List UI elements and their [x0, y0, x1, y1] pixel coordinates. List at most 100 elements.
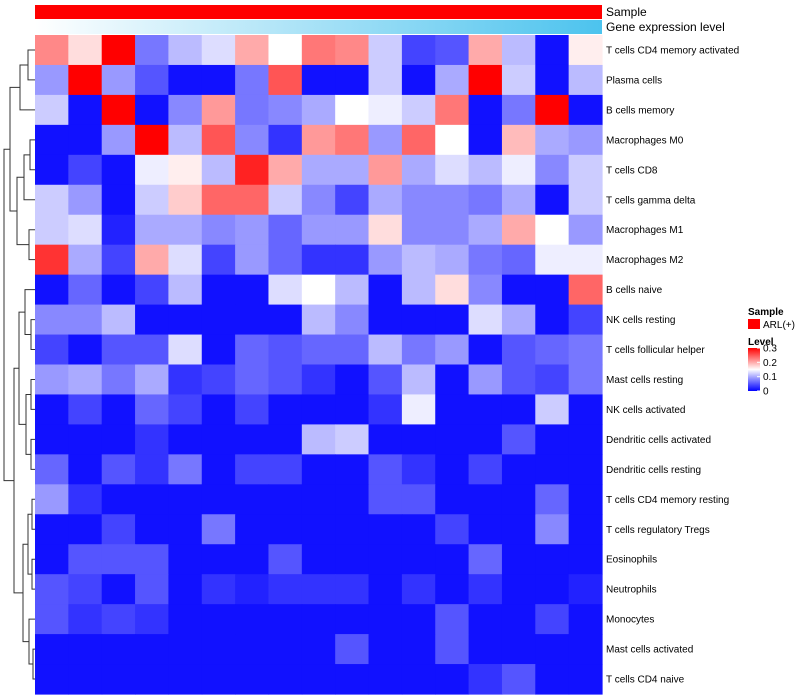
heatmap-cell [201, 634, 236, 665]
dendrogram-branch [30, 319, 35, 351]
heatmap-cell [368, 35, 403, 66]
heatmap-cell [135, 514, 170, 545]
heatmap-cell [168, 364, 203, 396]
heatmap-cell [535, 274, 570, 306]
heatmap-cell [568, 124, 603, 156]
row-label: Mast cells activated [606, 645, 693, 656]
heatmap-cell [101, 304, 136, 336]
heatmap-cell [168, 64, 203, 96]
heatmap-cell [235, 274, 270, 306]
heatmap-cell [135, 244, 170, 276]
heatmap-cell [435, 574, 470, 605]
heatmap-cell [168, 184, 203, 216]
heatmap-cell [401, 574, 436, 605]
heatmap-cell [68, 394, 103, 425]
heatmap-cell [568, 394, 603, 425]
heatmap-cell [168, 334, 203, 366]
heatmap-cell [168, 304, 203, 336]
heatmap-cell [301, 544, 336, 575]
heatmap-cell [235, 154, 270, 186]
heatmap-cell [301, 124, 336, 156]
heatmap-cell [35, 214, 69, 246]
heatmap-cell [168, 214, 203, 246]
heatmap-cell [301, 304, 336, 336]
heatmap-cell [568, 35, 603, 66]
heatmap-cell [468, 634, 503, 665]
row-label: T cells follicular helper [606, 345, 705, 356]
heatmap-cell [201, 394, 236, 425]
row-label: Neutrophils [606, 585, 657, 596]
heatmap-cell [368, 484, 403, 515]
legend-level-title: Level [748, 337, 774, 348]
heatmap-cell [468, 304, 503, 336]
dendrogram-branch [32, 648, 35, 680]
heatmap-cell [168, 124, 203, 156]
heatmap-cell [268, 664, 303, 695]
heatmap-cell [268, 364, 303, 396]
heatmap-cell [101, 424, 136, 455]
heatmap-cell [68, 604, 103, 635]
heatmap-cell [35, 64, 69, 96]
legend-level-tick-label: 0.2 [763, 358, 777, 369]
row-label: Dendritic cells activated [606, 435, 711, 446]
heatmap-cell [301, 334, 336, 366]
heatmap-cell [468, 394, 503, 425]
heatmap-cell [368, 244, 403, 276]
heatmap-cell [368, 274, 403, 306]
heatmap-cell [435, 274, 470, 306]
heatmap-cell [468, 94, 503, 126]
heatmap-cell [501, 244, 536, 276]
heatmap-cell [368, 424, 403, 455]
heatmap-cell [335, 184, 370, 216]
heatmap-cell [535, 64, 570, 96]
heatmap-cell [368, 214, 403, 246]
heatmap-cell [301, 484, 336, 515]
heatmap-cell [168, 454, 203, 485]
heatmap-cell [368, 154, 403, 186]
heatmap-cell [568, 304, 603, 336]
row-label: Mast cells resting [606, 375, 683, 386]
heatmap-cell [235, 244, 270, 276]
heatmap-cell [401, 334, 436, 366]
heatmap-cell [268, 274, 303, 306]
heatmap-cell [435, 304, 470, 336]
gene-expression-annotation-label: Gene expression level [606, 20, 725, 34]
heatmap-cell [501, 664, 536, 695]
dendrogram-branch [28, 618, 35, 665]
heatmap-cell [135, 484, 170, 515]
heatmap-cell [535, 484, 570, 515]
heatmap-cell [535, 634, 570, 665]
heatmap-cell [201, 184, 236, 216]
heatmap-cell [468, 574, 503, 605]
heatmap-cell [135, 574, 170, 605]
heatmap-cell [568, 574, 603, 605]
heatmap-cell [135, 64, 170, 96]
heatmap-cell [135, 424, 170, 455]
heatmap-cell [235, 484, 270, 515]
heatmap-cell [335, 94, 370, 126]
heatmap-cell [35, 35, 69, 66]
dendrogram-branch [9, 86, 20, 212]
heatmap-cell [68, 544, 103, 575]
heatmap-cell [235, 574, 270, 605]
heatmap-cell [135, 35, 170, 66]
heatmap-cell [135, 544, 170, 575]
heatmap-cell [135, 304, 170, 336]
heatmap-cell [401, 364, 436, 396]
heatmap-cell [268, 334, 303, 366]
row-label: NK cells activated [606, 405, 685, 416]
heatmap-cell [435, 154, 470, 186]
heatmap-cell [168, 35, 203, 66]
heatmap-cell [568, 64, 603, 96]
heatmap-cell [501, 184, 536, 216]
heatmap-cell [268, 35, 303, 66]
heatmap-cell [301, 274, 336, 306]
row-label: T cells CD8 [606, 165, 658, 176]
heatmap-cell [568, 484, 603, 515]
heatmap-cell [301, 214, 336, 246]
heatmap-cell [301, 514, 336, 545]
heatmap-cell [468, 484, 503, 515]
heatmap-cell [501, 304, 536, 336]
legend-sample-title: Sample [748, 307, 784, 318]
heatmap-cell [468, 274, 503, 306]
